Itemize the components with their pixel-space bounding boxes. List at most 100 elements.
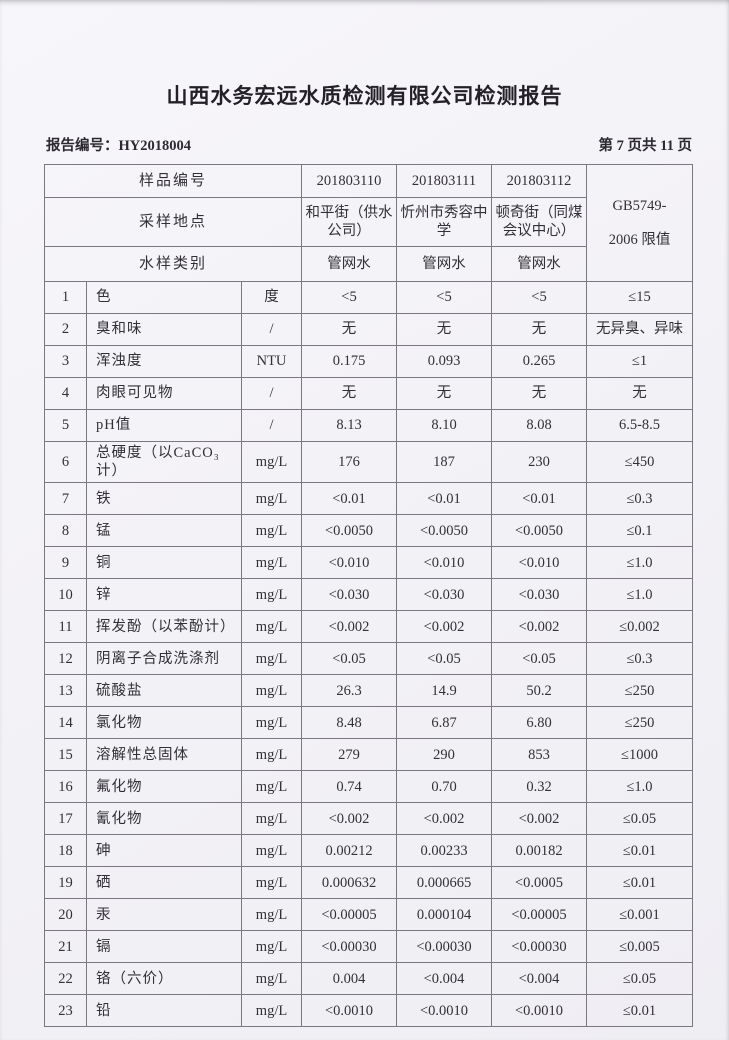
limit-value: ≤250	[586, 706, 694, 740]
sample1-value: 无	[301, 313, 398, 346]
unit: mg/L	[240, 514, 303, 548]
unit: mg/L	[240, 802, 303, 836]
row-number: 4	[44, 377, 87, 410]
row-number: 21	[44, 930, 87, 964]
parameter-name: 铬（六价）	[86, 962, 242, 996]
result-row: 12 阴离子合成洗涤剂 mg/L <0.05 <0.05 <0.05 ≤0.3	[44, 642, 694, 676]
standard-limit-header: GB5749- 2006 限值	[586, 164, 694, 282]
sample1-value: <0.010	[301, 546, 398, 580]
row-number: 9	[44, 546, 87, 580]
parameter-name: 氯化物	[86, 706, 242, 740]
sample3-value: 8.08	[491, 409, 588, 442]
limit-value: ≤0.005	[586, 930, 694, 964]
unit: mg/L	[240, 770, 303, 804]
sample-id-3: 201803112	[491, 164, 588, 198]
unit: /	[240, 377, 303, 410]
unit: NTU	[240, 345, 303, 378]
parameter-name: 氟化物	[86, 770, 242, 804]
sample1-value: 176	[301, 440, 398, 484]
parameter-name: 硫酸盐	[86, 674, 242, 708]
sample-id-2: 201803111	[396, 164, 493, 198]
sample1-value: <0.0010	[301, 994, 398, 1028]
parameter-name: 镉	[86, 930, 242, 964]
row-number: 2	[44, 313, 87, 346]
sample1-value: 0.000632	[301, 866, 398, 900]
row-number: 13	[44, 674, 87, 708]
result-row: 7 铁 mg/L <0.01 <0.01 <0.01 ≤0.3	[44, 482, 694, 516]
parameter-name: 硒	[86, 866, 242, 900]
row-number: 6	[44, 440, 87, 484]
limit-value: ≤1.0	[586, 770, 694, 804]
sample2-value: <0.0010	[396, 994, 493, 1028]
sample-id-label: 样品编号	[43, 164, 303, 198]
unit: mg/L	[240, 834, 303, 868]
sample1-value: 0.004	[301, 962, 398, 996]
sample2-value: <5	[396, 281, 493, 314]
limit-value: 6.5-8.5	[586, 409, 694, 442]
sample2-value: 6.87	[396, 706, 493, 740]
sample3-value: 0.265	[491, 345, 588, 378]
sample1-value: <0.030	[301, 578, 398, 612]
row-number: 12	[44, 642, 87, 676]
limit-value: ≤0.1	[586, 514, 694, 548]
header-row-location: 采样地点 和平街（供水公司） 忻州市秀容中学 顿奇街（同煤会议中心）	[43, 197, 693, 247]
unit: 度	[240, 281, 303, 314]
result-row: 4 肉眼可见物 / 无无无无	[44, 377, 694, 410]
result-row: 14 氯化物 mg/L 8.48 6.87 6.80 ≤250	[44, 706, 694, 740]
limit-value: ≤0.001	[586, 898, 694, 932]
sample1-value: 无	[301, 377, 398, 410]
sample3-value: 50.2	[491, 674, 588, 708]
header-row-sample-type: 水样类别 管网水 管网水 管网水	[43, 246, 693, 282]
parameter-name: 汞	[86, 898, 242, 932]
location-label: 采样地点	[43, 197, 303, 247]
row-number: 15	[44, 738, 87, 772]
result-row: 13 硫酸盐 mg/L 26.3 14.9 50.2 ≤250	[44, 674, 694, 708]
limit-value: 无异臭、异味	[586, 313, 694, 346]
parameter-name: 总硬度（以CaCO₃计）	[86, 440, 242, 484]
sample1-value: <0.00030	[301, 930, 398, 964]
location-2: 忻州市秀容中学	[396, 197, 493, 247]
sample-type-2: 管网水	[396, 246, 493, 282]
unit: mg/L	[240, 546, 303, 580]
parameter-name: 锌	[86, 578, 242, 612]
sample3-value: <0.00030	[491, 930, 588, 964]
sample2-value: 无	[396, 377, 493, 410]
sample2-value: 0.000104	[396, 898, 493, 932]
sample1-value: <0.00005	[301, 898, 398, 932]
unit: mg/L	[240, 642, 303, 676]
limit-value: ≤0.01	[586, 994, 694, 1028]
limit-value: ≤1.0	[586, 578, 694, 612]
result-row: 20 汞 mg/L <0.00005 0.000104 <0.00005 ≤0.001	[44, 898, 694, 932]
sample3-value: 230	[491, 440, 588, 484]
unit: mg/L	[240, 674, 303, 708]
result-row: 16 氟化物 mg/L 0.74 0.70 0.32 ≤1.0	[44, 770, 694, 804]
results-table: 样品编号 201803110 201803111 201803112 GB574…	[43, 164, 694, 1028]
result-row: 18 砷 mg/L 0.00212 0.00233 0.00182 ≤0.01	[44, 834, 694, 868]
sample-id-1: 201803110	[301, 164, 398, 198]
unit: mg/L	[240, 706, 303, 740]
sample1-value: 0.74	[301, 770, 398, 804]
parameter-name: 浑浊度	[86, 345, 242, 378]
sample1-value: <0.0050	[301, 514, 398, 548]
row-number: 8	[44, 514, 87, 548]
parameter-name: 铅	[86, 994, 242, 1028]
sample3-value: 6.80	[491, 706, 588, 740]
parameter-name: 氰化物	[86, 802, 242, 836]
unit: mg/L	[240, 866, 303, 900]
result-row: 8 锰 mg/L <0.0050 <0.0050 <0.0050 ≤0.1	[44, 514, 694, 548]
sample3-value: <0.010	[491, 546, 588, 580]
sample1-value: 26.3	[301, 674, 398, 708]
parameter-name: 肉眼可见物	[86, 377, 242, 410]
row-number: 7	[44, 482, 87, 516]
sample2-value: <0.0050	[396, 514, 493, 548]
limit-value: ≤0.3	[586, 482, 694, 516]
parameter-name: 锰	[86, 514, 242, 548]
unit: mg/L	[240, 578, 303, 612]
location-3: 顿奇街（同煤会议中心）	[491, 197, 588, 247]
sample2-value: <0.004	[396, 962, 493, 996]
report-meta-row: 报告编号：HY2018004 第 7 页共 11 页	[46, 134, 692, 155]
row-number: 17	[44, 802, 87, 836]
sample2-value: 0.00233	[396, 834, 493, 868]
sample3-value: <5	[491, 281, 588, 314]
